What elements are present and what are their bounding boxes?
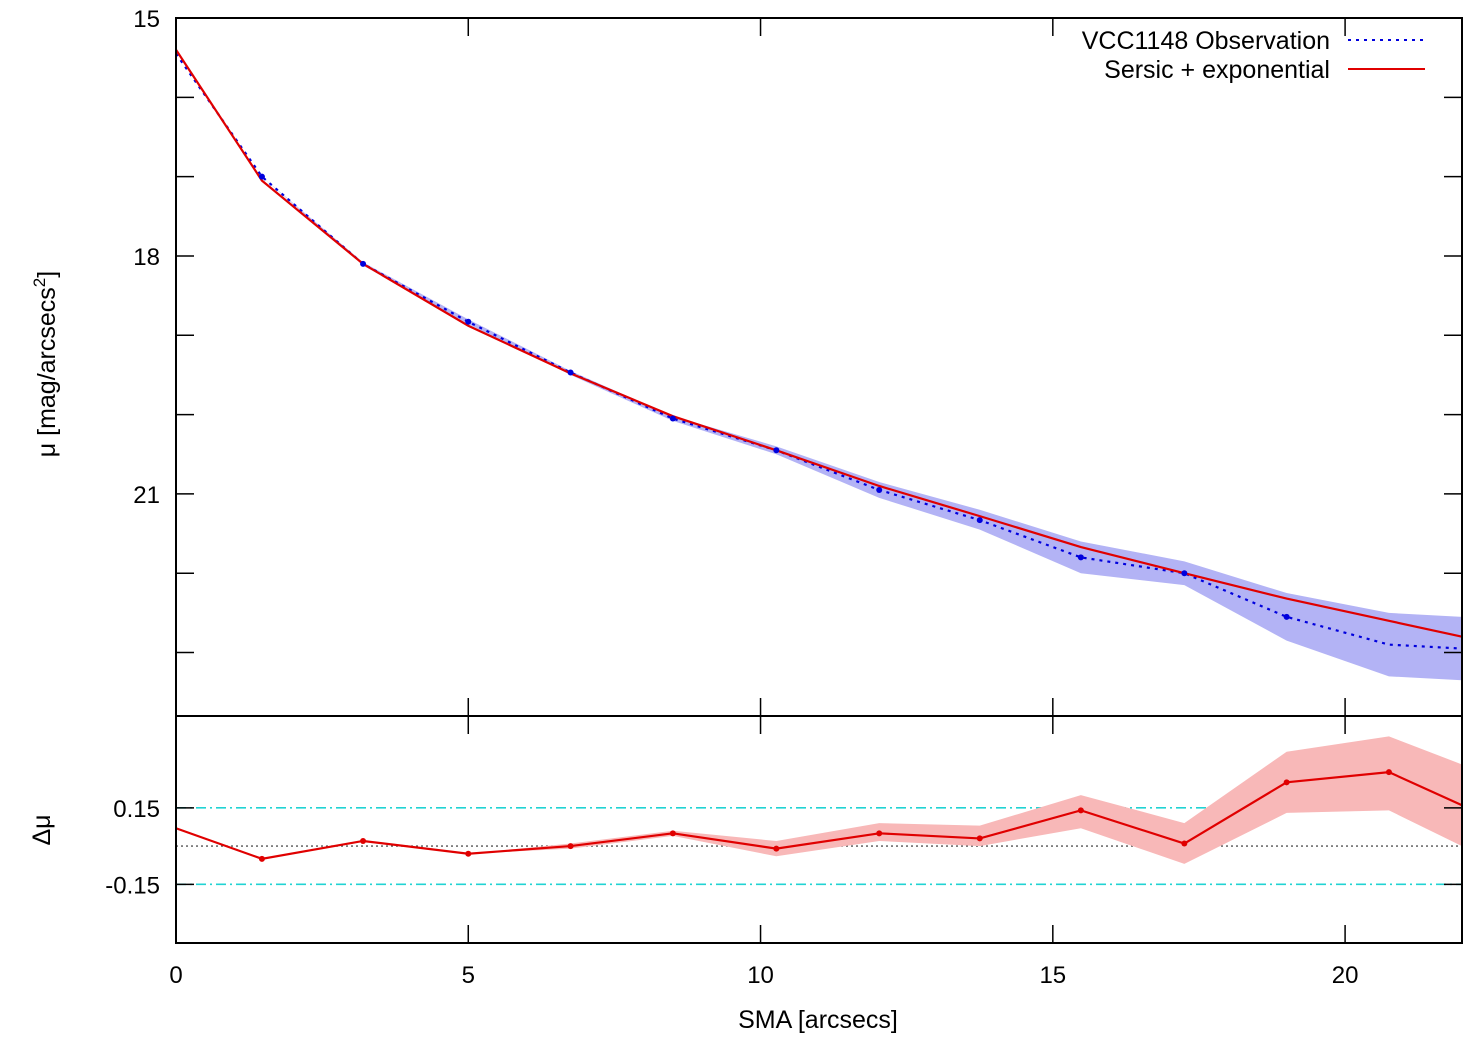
observation-point (976, 517, 983, 524)
upper-y-axis-label: μ [mag/arcsecs2] (30, 271, 61, 457)
x-tick-label: 5 (462, 962, 475, 989)
residual-point (567, 843, 574, 850)
residual-point (773, 845, 780, 852)
axis-ticks (175, 17, 1462, 943)
observation-point (258, 173, 265, 180)
residual-point (876, 830, 883, 837)
upper-observation-error-band (176, 53, 1462, 681)
x-tick-label: 20 (1332, 962, 1359, 989)
observation-point (1077, 554, 1084, 561)
lower-panel-series (175, 769, 1463, 862)
legend: VCC1148 Observation Sersic + exponential (1082, 27, 1425, 84)
residual-line (175, 770, 1463, 860)
observation-line (175, 53, 1463, 650)
lower-residual-error-band (176, 736, 1462, 864)
residual-point (465, 850, 472, 857)
residual-point (1181, 840, 1188, 847)
upper-y-tick-label: 21 (133, 482, 160, 509)
observation-point (773, 447, 780, 454)
lower-reference-lines (176, 807, 1462, 886)
residual-point (360, 837, 367, 844)
observation-point (669, 415, 676, 422)
sersic-exponential-line (175, 49, 1463, 638)
x-tick-label: 15 (1039, 962, 1066, 989)
observation-error-band (176, 53, 1462, 681)
observation-point (1283, 613, 1290, 620)
panel-frames (175, 17, 1463, 944)
residual-point (1283, 779, 1290, 786)
residual-point (258, 855, 265, 862)
x-axis-label: SMA [arcsecs] (738, 1006, 898, 1034)
x-tick-label: 10 (747, 962, 774, 989)
observation-point (465, 318, 472, 325)
upper-panel-series (175, 49, 1463, 650)
lower-y-tick-label: -0.15 (105, 872, 160, 899)
observation-point (567, 369, 574, 376)
legend-label-model: Sersic + exponential (1104, 56, 1330, 84)
upper-y-tick-label: 18 (133, 244, 160, 271)
residual-point (1385, 769, 1392, 776)
tick-labels: 0 5 10 15 20 15 18 21 0.15 -0.15 (105, 6, 1358, 989)
residual-error-band (176, 736, 1462, 864)
lower-y-tick-label: 0.15 (113, 796, 160, 823)
observation-point (1181, 570, 1188, 577)
upper-y-tick-label: 15 (133, 6, 160, 33)
x-tick-label: 0 (169, 962, 182, 989)
residual-point (1077, 807, 1084, 814)
lower-panel-frame (175, 715, 1463, 944)
observation-point (360, 260, 367, 267)
lower-y-axis-label: Δμ (28, 814, 56, 845)
residual-point (976, 835, 983, 842)
observation-point (876, 486, 883, 493)
legend-label-observation: VCC1148 Observation (1082, 27, 1330, 55)
residual-point (669, 830, 676, 837)
